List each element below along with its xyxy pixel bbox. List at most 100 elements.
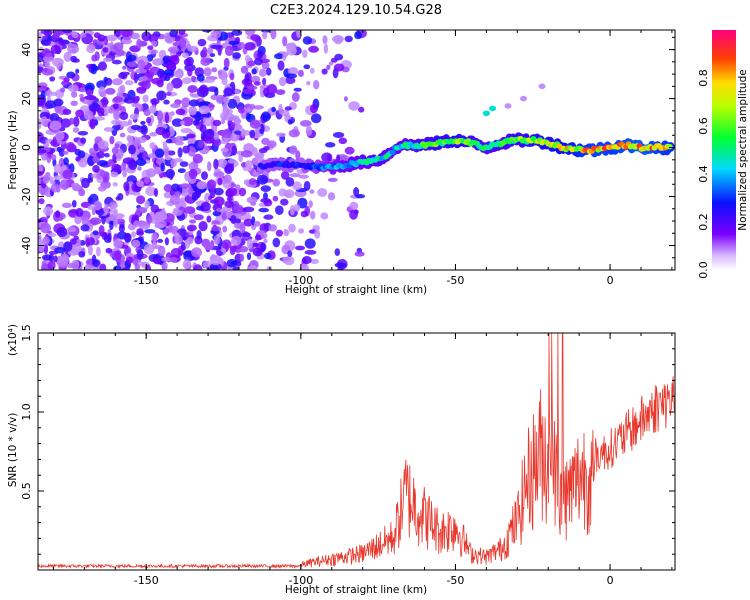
heatmap-cell — [224, 45, 234, 57]
heatmap-cell — [43, 206, 54, 216]
heatmap-cell — [165, 168, 175, 179]
heatmap-cell — [105, 247, 113, 254]
heatmap-cell — [223, 96, 230, 104]
heatmap-cell — [224, 200, 234, 208]
heatmap-cell — [151, 77, 164, 85]
heatmap-cell — [206, 128, 215, 140]
heatmap-cell — [78, 251, 86, 258]
heatmap-cell — [72, 127, 80, 133]
heatmap-cell — [237, 106, 245, 114]
heatmap-cell — [187, 85, 198, 93]
heatmap-cell — [156, 110, 163, 122]
heatmap-cell — [272, 195, 279, 202]
heatmap-cell — [102, 47, 109, 53]
heatmap-cell — [295, 245, 305, 251]
heatmap-cell — [264, 252, 272, 260]
heatmap-cell — [246, 238, 253, 249]
heatmap-cell — [222, 103, 228, 111]
heatmap-cell — [145, 186, 157, 196]
heatmap-cell — [242, 166, 253, 172]
heatmap-cell — [193, 119, 200, 126]
heatmap-cell — [49, 76, 56, 82]
figure-title: C2E3.2024.129.10.54.G28 — [270, 3, 442, 18]
heatmap-cell — [119, 84, 126, 94]
heatmap-cell — [246, 85, 258, 90]
heatmap-cell — [263, 214, 274, 220]
heatmap-cell — [151, 40, 158, 47]
heatmap-cell — [296, 30, 302, 38]
spectrogram-plot: -150 -100 -50 0 -40 -20 0 20 40 Height of straig… — [7, 29, 676, 296]
heatmap-cell — [304, 249, 317, 255]
heatmap-cell — [287, 67, 299, 76]
heatmap-cell — [227, 158, 237, 164]
heatmap-cell — [45, 52, 53, 58]
heatmap-cell — [303, 180, 311, 191]
heatmap-cell — [61, 30, 73, 34]
heatmap-cell — [188, 168, 198, 180]
heatmap-cell — [354, 31, 362, 40]
snr-plot: -150 -100 -50 0 0.5 1.0 1.5 Height of straight… — [7, 324, 676, 596]
heatmap-cell — [108, 202, 118, 209]
ridge-cell — [538, 83, 546, 90]
heatmap-cell — [209, 53, 216, 58]
heatmap-cell — [234, 130, 242, 135]
heatmap-cell — [165, 138, 173, 144]
heatmap-cell — [327, 177, 338, 182]
heatmap-cell — [142, 94, 149, 103]
spectrogram-data — [38, 30, 675, 270]
heatmap-cell — [65, 141, 76, 153]
heatmap-cell — [38, 131, 44, 143]
heatmap-cell — [43, 243, 49, 255]
heatmap-cell — [244, 42, 256, 51]
heatmap-cell — [201, 30, 213, 33]
heatmap-cell — [74, 148, 82, 156]
colorbar-tick-label: 0.0 — [697, 261, 710, 279]
heatmap-cell — [135, 68, 147, 74]
heatmap-cell — [275, 205, 284, 215]
heatmap-cell — [113, 265, 122, 270]
heatmap-cell — [262, 77, 267, 86]
snr-ylabel: SNR (10 * v/v) — [7, 413, 19, 488]
heatmap-cell — [38, 239, 44, 247]
heatmap-cell — [164, 237, 169, 246]
heatmap-cell — [38, 148, 47, 154]
heatmap-cell — [136, 195, 146, 205]
heatmap-cell — [344, 35, 353, 43]
snr-series-line — [38, 333, 675, 569]
heatmap-cell — [66, 262, 78, 269]
heatmap-cell — [302, 256, 312, 264]
heatmap-cell — [314, 229, 321, 239]
heatmap-cell — [166, 82, 174, 92]
heatmap-cell — [79, 33, 87, 38]
heatmap-cell — [291, 181, 302, 191]
heatmap-cell — [180, 128, 193, 134]
heatmap-cell — [103, 76, 108, 83]
heatmap-cell — [302, 36, 313, 45]
spectrogram-xlabel: Height of straight line (km) — [285, 284, 427, 296]
heatmap-cell — [231, 30, 243, 36]
heatmap-cell — [87, 196, 93, 204]
heatmap-cell — [144, 229, 156, 234]
heatmap-cell — [96, 246, 101, 257]
heatmap-cell — [56, 146, 63, 153]
heatmap-cell — [260, 198, 271, 203]
heatmap-cell — [263, 146, 270, 151]
heatmap-cell — [224, 165, 234, 175]
ridge-cell — [504, 103, 512, 109]
heatmap-cell — [42, 55, 55, 63]
heatmap-cell — [282, 51, 287, 62]
heatmap-cell — [261, 111, 271, 122]
heatmap-cell — [240, 65, 249, 74]
heatmap-cell — [276, 132, 286, 137]
heatmap-cell — [182, 145, 190, 154]
heatmap-cell — [97, 140, 109, 150]
heatmap-cell — [207, 47, 214, 55]
heatmap-cell — [266, 84, 278, 95]
heatmap-cell — [278, 76, 287, 87]
heatmap-cell — [85, 237, 90, 248]
heatmap-cell — [103, 127, 114, 132]
heatmap-cell — [249, 103, 256, 110]
heatmap-cell — [213, 170, 225, 178]
heatmap-cell — [194, 111, 202, 122]
heatmap-cell — [96, 151, 105, 159]
